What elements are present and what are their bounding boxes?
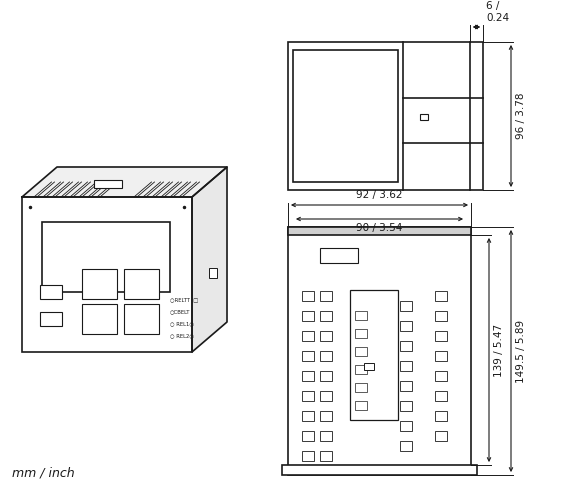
Bar	[320, 431, 332, 441]
Bar	[320, 351, 332, 361]
Bar	[40, 285, 62, 299]
Polygon shape	[192, 167, 227, 352]
Bar	[124, 269, 159, 299]
Bar	[82, 304, 117, 334]
Bar	[209, 268, 217, 278]
Bar	[400, 301, 412, 311]
Bar	[288, 42, 483, 190]
Bar	[320, 371, 332, 381]
Bar	[124, 304, 159, 334]
Bar	[435, 311, 447, 321]
Bar	[400, 421, 412, 431]
Bar	[320, 391, 332, 401]
Bar	[302, 291, 314, 301]
Polygon shape	[22, 167, 227, 197]
Bar	[293, 50, 398, 182]
Bar	[355, 329, 367, 338]
Text: 139 / 5.47: 139 / 5.47	[494, 324, 504, 377]
Bar	[82, 269, 117, 299]
Bar	[22, 197, 192, 352]
Bar	[355, 383, 367, 392]
Bar	[320, 311, 332, 321]
Bar	[435, 411, 447, 421]
Bar	[435, 331, 447, 341]
Text: ○CBELT: ○CBELT	[170, 310, 191, 315]
Bar	[400, 361, 412, 371]
Bar	[435, 371, 447, 381]
Text: mm / inch: mm / inch	[12, 466, 75, 479]
Bar	[435, 291, 447, 301]
Bar	[302, 451, 314, 461]
Bar	[435, 391, 447, 401]
Bar	[420, 114, 428, 120]
Text: ○ REL1○: ○ REL1○	[170, 322, 194, 327]
Bar	[320, 291, 332, 301]
Text: 92 / 3.62: 92 / 3.62	[356, 190, 403, 200]
Bar	[364, 363, 374, 370]
Bar	[355, 365, 367, 374]
Bar	[320, 248, 358, 263]
Bar	[355, 401, 367, 410]
Bar	[302, 391, 314, 401]
Bar	[400, 341, 412, 351]
Bar	[42, 222, 170, 292]
Bar	[400, 441, 412, 451]
Text: 149.5 / 5.89: 149.5 / 5.89	[516, 320, 526, 383]
Bar	[302, 431, 314, 441]
Bar	[94, 180, 122, 188]
Ellipse shape	[367, 338, 377, 346]
Text: 6 /
0.24: 6 / 0.24	[486, 1, 509, 23]
Text: 96 / 3.78: 96 / 3.78	[516, 93, 526, 139]
Text: ○RELTT  □: ○RELTT □	[170, 298, 198, 303]
Bar	[302, 331, 314, 341]
Bar	[350, 290, 398, 420]
Bar	[288, 227, 471, 235]
Bar	[435, 431, 447, 441]
Text: ○ REL2○: ○ REL2○	[170, 333, 194, 338]
Bar	[320, 331, 332, 341]
Bar	[320, 411, 332, 421]
Bar	[355, 347, 367, 356]
Bar	[302, 371, 314, 381]
Bar	[288, 227, 471, 475]
Bar	[400, 401, 412, 411]
Bar	[435, 351, 447, 361]
Bar	[400, 321, 412, 331]
Bar	[355, 311, 367, 320]
Bar	[320, 451, 332, 461]
Bar	[40, 312, 62, 326]
Bar	[302, 311, 314, 321]
Bar	[400, 381, 412, 391]
Text: 90 / 3.54: 90 / 3.54	[356, 223, 403, 233]
Bar	[302, 411, 314, 421]
Ellipse shape	[435, 114, 445, 120]
Bar	[282, 465, 477, 475]
Bar	[302, 351, 314, 361]
